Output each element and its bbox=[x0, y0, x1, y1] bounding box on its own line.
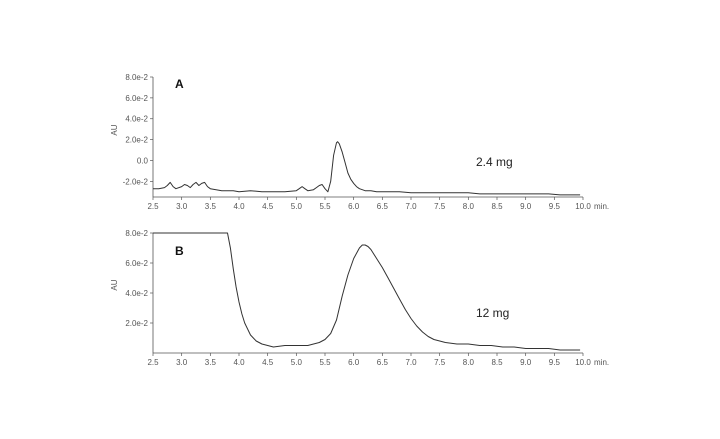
x-tick-label: 3.5 bbox=[205, 358, 217, 367]
sample-amount-annotation: 2.4 mg bbox=[476, 155, 513, 169]
x-tick-label: 9.5 bbox=[549, 358, 561, 367]
x-unit-label: min. bbox=[594, 358, 609, 367]
x-tick-label: 5.5 bbox=[319, 202, 331, 211]
x-tick-label: 8.5 bbox=[491, 202, 503, 211]
x-tick-label: 8.0 bbox=[463, 202, 475, 211]
y-tick-label: 8.0e-2 bbox=[125, 73, 148, 82]
y-tick-label: 6.0e-2 bbox=[125, 259, 148, 268]
x-tick-label: 7.5 bbox=[434, 358, 446, 367]
y-tick-label: 2.0e-2 bbox=[125, 136, 148, 145]
x-tick-label: 7.0 bbox=[405, 202, 417, 211]
y-tick-label: 4.0e-2 bbox=[125, 115, 148, 124]
panel-b-chromatogram: 2.0e-2 4.0e-2 6.0e-2 8.0e-2 2.5 3.0 3.5 4.0 4.5 5… bbox=[110, 229, 609, 367]
x-tick-label: 7.0 bbox=[405, 358, 417, 367]
x-tick-label: 5.0 bbox=[291, 202, 303, 211]
y-tick-label: 6.0e-2 bbox=[125, 94, 148, 103]
x-tick-label: 6.0 bbox=[348, 358, 360, 367]
x-tick-label: 9.5 bbox=[549, 202, 561, 211]
x-tick-label: 4.5 bbox=[262, 202, 274, 211]
x-tick-label: 2.5 bbox=[147, 202, 159, 211]
x-tick-label: 4.0 bbox=[233, 202, 245, 211]
y-axis-label: AU bbox=[110, 279, 119, 290]
x-tick-label: 7.5 bbox=[434, 202, 446, 211]
absorbance-trace bbox=[153, 141, 581, 196]
x-tick-label: 8.0 bbox=[463, 358, 475, 367]
x-tick-label: 10.0 bbox=[575, 202, 591, 211]
x-tick-label: 9.0 bbox=[520, 202, 532, 211]
absorbance-trace bbox=[153, 232, 581, 351]
x-tick-label: 8.5 bbox=[491, 358, 503, 367]
x-tick-label: 5.5 bbox=[319, 358, 331, 367]
x-tick-label: 4.0 bbox=[233, 358, 245, 367]
y-tick-label: 2.0e-2 bbox=[125, 319, 148, 328]
x-tick-label: 3.0 bbox=[176, 358, 188, 367]
panel-label: B bbox=[175, 244, 184, 258]
panel-label: A bbox=[175, 77, 184, 91]
y-tick-label: 0.0 bbox=[137, 156, 149, 165]
x-unit-label: min. bbox=[594, 202, 609, 211]
x-tick-label: 6.0 bbox=[348, 202, 360, 211]
panel-a-chromatogram: -2.0e-2 0.0 2.0e-2 4.0e-2 6.0e-2 8.0e-2 2.5 3.0… bbox=[110, 73, 609, 211]
x-tick-label: 2.5 bbox=[147, 358, 159, 367]
y-tick-label: 4.0e-2 bbox=[125, 289, 148, 298]
x-tick-label: 9.0 bbox=[520, 358, 532, 367]
y-axis-label: AU bbox=[110, 124, 119, 135]
x-tick-label: 6.5 bbox=[377, 202, 389, 211]
sample-amount-annotation: 12 mg bbox=[476, 306, 509, 320]
y-tick-label: -2.0e-2 bbox=[123, 177, 149, 186]
x-tick-label: 5.0 bbox=[291, 358, 303, 367]
x-tick-label: 3.0 bbox=[176, 202, 188, 211]
x-tick-label: 10.0 bbox=[575, 358, 591, 367]
x-tick-label: 4.5 bbox=[262, 358, 274, 367]
y-tick-label: 8.0e-2 bbox=[125, 229, 148, 238]
x-tick-label: 3.5 bbox=[205, 202, 217, 211]
x-tick-label: 6.5 bbox=[377, 358, 389, 367]
